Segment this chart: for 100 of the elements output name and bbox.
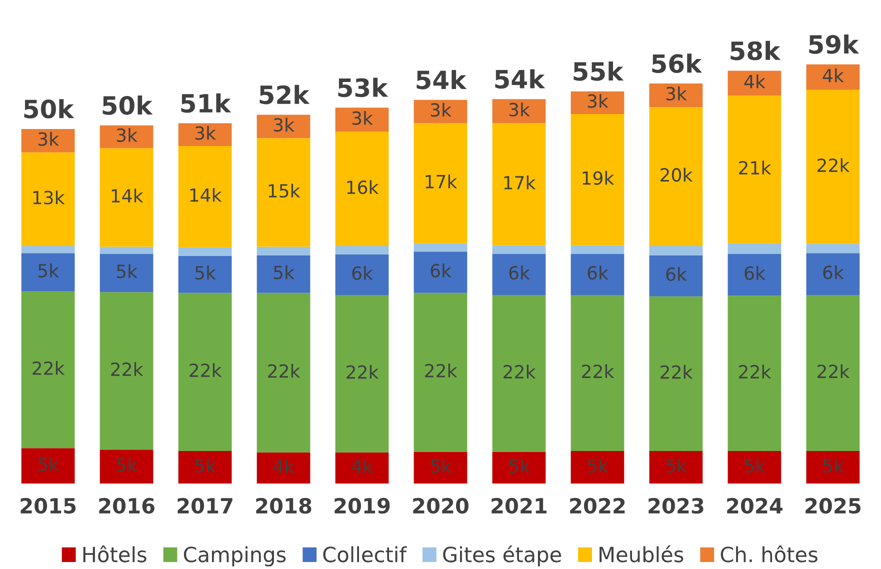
x-tick-label: 2019 bbox=[334, 498, 390, 514]
x-tick-label: 2016 bbox=[99, 498, 154, 514]
bar bbox=[728, 296, 782, 452]
data-label: 4k bbox=[822, 68, 844, 82]
bar bbox=[335, 294, 389, 452]
data-label: 17k bbox=[426, 174, 458, 188]
bar bbox=[492, 294, 546, 452]
data-label: 6k bbox=[744, 266, 766, 280]
data-label: 22k bbox=[32, 361, 65, 375]
bar bbox=[649, 255, 703, 296]
legend-label: Collectif bbox=[323, 546, 407, 562]
x-tick-label: 2021 bbox=[492, 498, 547, 514]
bar bbox=[570, 91, 624, 114]
bar bbox=[728, 70, 782, 96]
data-label: 19k bbox=[582, 170, 614, 185]
data-label: 5k bbox=[666, 458, 687, 473]
data-label: 13k bbox=[33, 190, 65, 204]
bar bbox=[414, 292, 468, 452]
bar bbox=[649, 84, 703, 107]
data-label: 3k bbox=[352, 110, 373, 125]
total-label: 54k bbox=[416, 70, 467, 90]
bar bbox=[414, 243, 468, 252]
bar bbox=[728, 96, 782, 244]
bar bbox=[728, 254, 782, 296]
data-label: 22k bbox=[504, 364, 536, 378]
data-label: 22k bbox=[111, 362, 144, 376]
legend-label: Ch. hôtes bbox=[720, 545, 818, 562]
data-label: 3k bbox=[195, 126, 216, 140]
bar bbox=[178, 123, 232, 146]
data-label: 22k bbox=[818, 158, 850, 172]
legend-label: Hôtels bbox=[83, 545, 146, 562]
bar bbox=[256, 138, 310, 247]
total-label: 51k bbox=[181, 93, 232, 113]
bar bbox=[570, 451, 624, 484]
data-label: 6k bbox=[509, 266, 530, 280]
bar bbox=[100, 246, 154, 254]
data-label: 5k bbox=[195, 458, 216, 473]
bar bbox=[806, 90, 860, 244]
data-label: 15k bbox=[268, 184, 300, 198]
data-label: 3k bbox=[588, 94, 608, 108]
x-tick-label: 2018 bbox=[256, 498, 312, 514]
bar bbox=[728, 451, 782, 484]
data-label: 22k bbox=[425, 364, 458, 378]
bar bbox=[414, 452, 468, 484]
bar bbox=[21, 291, 75, 448]
data-label: 3k bbox=[116, 128, 138, 142]
bar bbox=[100, 125, 154, 148]
data-label: 22k bbox=[346, 364, 379, 379]
data-label: 5k bbox=[38, 457, 59, 472]
data-label: 14k bbox=[190, 188, 222, 202]
bar bbox=[728, 243, 782, 254]
bar bbox=[21, 448, 75, 484]
total-label: 54k bbox=[495, 69, 546, 89]
bar bbox=[492, 123, 546, 246]
data-label: 6k bbox=[352, 266, 373, 280]
total-label: 56k bbox=[652, 54, 702, 74]
bar bbox=[570, 294, 624, 452]
data-label: 5k bbox=[195, 266, 216, 280]
x-tick-label: 2025 bbox=[806, 498, 860, 514]
total-label: 53k bbox=[338, 78, 388, 98]
bar bbox=[335, 246, 389, 255]
data-label: 3k bbox=[666, 86, 687, 100]
data-label: 5k bbox=[274, 265, 294, 280]
bar bbox=[806, 244, 860, 254]
legend-label: Campings bbox=[184, 546, 286, 566]
bar bbox=[492, 99, 546, 124]
bar bbox=[100, 292, 154, 450]
bar bbox=[335, 254, 389, 295]
total-label: 52k bbox=[260, 84, 310, 104]
bar bbox=[21, 128, 75, 152]
data-label: 22k bbox=[582, 364, 614, 378]
data-label: 4k bbox=[273, 459, 294, 474]
data-label: 6k bbox=[823, 265, 844, 280]
bar bbox=[21, 246, 75, 254]
bar bbox=[649, 106, 703, 246]
bar bbox=[178, 451, 232, 484]
bar bbox=[21, 253, 75, 292]
data-label: 4k bbox=[352, 459, 373, 474]
bar bbox=[178, 292, 232, 452]
bar bbox=[256, 292, 310, 452]
bar bbox=[806, 451, 860, 484]
bar bbox=[492, 452, 546, 484]
data-label: 22k bbox=[660, 364, 693, 379]
data-label: 22k bbox=[268, 364, 300, 378]
bar bbox=[492, 254, 546, 295]
bar bbox=[335, 132, 389, 246]
data-label: 22k bbox=[818, 364, 850, 378]
data-label: 22k bbox=[739, 364, 772, 378]
bar bbox=[570, 245, 624, 254]
bar bbox=[178, 256, 232, 293]
bar bbox=[649, 246, 703, 256]
bar bbox=[806, 294, 860, 452]
bar bbox=[256, 452, 310, 484]
bar bbox=[414, 100, 468, 124]
data-label: 6k bbox=[430, 264, 452, 278]
x-tick-label: 2022 bbox=[570, 498, 625, 514]
legend-label: Meublés bbox=[600, 545, 684, 562]
data-label: 5k bbox=[430, 458, 452, 473]
data-label: 22k bbox=[190, 363, 222, 377]
data-label: 5k bbox=[116, 458, 138, 472]
